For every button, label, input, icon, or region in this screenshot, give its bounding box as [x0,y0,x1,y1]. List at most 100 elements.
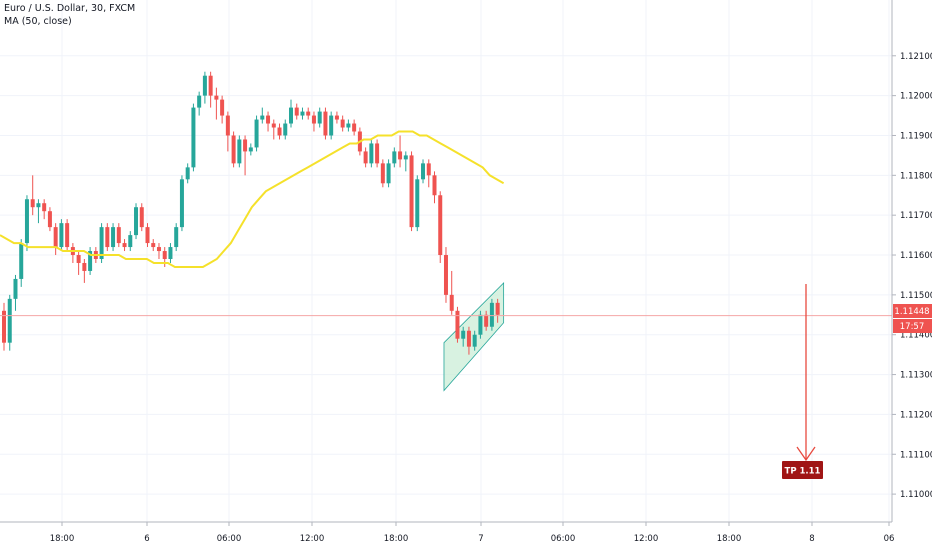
price-tick-label: 1.12000 [900,92,932,102]
candle-body [334,115,339,120]
candle-body [53,227,58,248]
candle-body [432,175,437,196]
candle-body [105,227,110,248]
candle-body [24,199,29,244]
candle-body [438,195,443,256]
countdown-label: 17:57 [900,322,925,332]
time-tick-label: 6 [144,534,149,544]
price-tick-label: 1.11500 [900,291,932,301]
candle-body [145,227,150,244]
time-tick-label: 18:00 [717,534,742,544]
candle-body [13,278,18,299]
candle-body [294,107,299,116]
candle-body [7,298,12,343]
candle-body [111,227,116,248]
take-profit-badge [782,461,823,479]
candle-body [352,123,357,132]
candle-body [197,95,202,108]
candle-body [300,111,305,116]
target-projection-arrow[interactable] [796,284,816,462]
candle-body [461,330,466,339]
candle-body [415,179,420,228]
time-tick-label: 12:00 [300,534,325,544]
candle-body [426,163,431,176]
candle-body [455,310,460,339]
time-tick-label: 18:00 [50,534,75,544]
candle-body [116,227,121,244]
candle-body [191,107,196,168]
candle-body [449,294,454,311]
last-price-label: 1.11448 [894,307,929,317]
take-profit-tag[interactable]: TP 1.11 [782,461,823,479]
price-tick-label: 1.11000 [900,490,932,500]
candle-body [128,235,133,248]
projection-arrowhead [796,446,816,462]
candle-body [403,155,408,160]
price-tick-label: 1.11700 [900,211,932,221]
candle-body [311,115,316,124]
candle-body [346,123,351,128]
candle-body [19,243,24,279]
candle-body [185,167,190,180]
price-tags: 1.11448 17:57 [893,304,932,333]
price-axis[interactable]: 1.12100 1.12000 1.11900 1.11800 1.11700 1.116… [892,52,932,500]
candle-body [47,211,52,228]
candle-body [248,147,253,152]
candle-body [421,163,426,180]
candle-body [139,207,144,228]
candle-body [271,123,276,128]
ma-indicator-label: MA (50, close) [4,16,72,27]
candle-body [392,151,397,164]
candle-body [76,255,81,263]
candle-body [151,243,156,248]
candle-body [88,251,93,271]
time-tick-label: 06:00 [217,534,242,544]
time-tick-label: 8 [809,534,814,544]
candle-body [472,334,477,347]
time-axis-bg [0,522,932,550]
price-tick-label: 1.11600 [900,251,932,261]
time-tick-label: 06 [884,534,895,544]
candle-body [277,127,282,136]
price-tick-label: 1.11200 [900,410,932,420]
time-axis[interactable]: 18:00 6 06:00 12:00 18:00 7 06:00 12:00 18:00 8 06 [50,522,895,544]
candle-body [289,107,293,124]
symbol-title: Euro / U.S. Dollar, 30, FXCM [4,3,136,14]
candle-body [409,155,414,228]
candle-body [208,75,213,96]
candle-body [2,310,6,343]
candle-body [340,119,345,128]
candle-body [214,95,219,100]
time-tick-label: 18:00 [384,534,409,544]
candle-body [329,115,334,136]
candle-body [59,223,64,248]
chart-grid [0,0,892,522]
chart-legend: Euro / U.S. Dollar, 30, FXCM MA (50, clo… [4,2,135,28]
candle-body [122,243,127,248]
candle-body [134,207,139,236]
candle-body [168,247,173,260]
candle-body [231,135,236,164]
candle-body [202,75,207,96]
price-axis-bg [892,0,932,522]
candle-body [466,330,471,347]
price-tick-label: 1.11300 [900,371,932,381]
candle-body [243,139,248,152]
time-tick-label: 06:00 [551,534,576,544]
price-tick-label: 1.11900 [900,131,932,141]
candle-body [156,247,161,252]
time-tick-label: 12:00 [634,534,659,544]
candle-body [306,111,311,116]
candle-body [30,199,35,208]
candle-body [162,251,167,260]
candle-body [380,163,385,184]
take-profit-label: TP 1.11 [785,467,821,477]
candle-body [260,115,265,120]
moving-average-line [0,130,505,268]
candle-body [36,203,41,208]
price-tick-label: 1.11100 [900,450,932,460]
candle-body [266,115,271,124]
candle-body [489,302,494,327]
candle-body [283,123,288,136]
